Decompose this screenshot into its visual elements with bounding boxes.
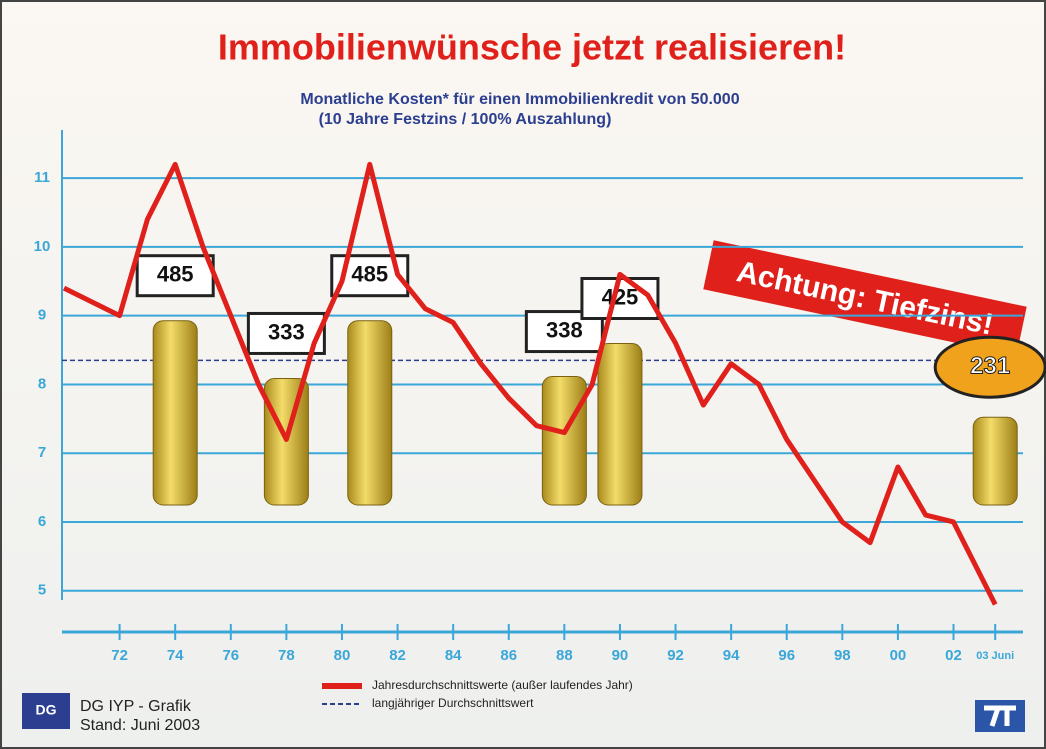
y-tick-label: 10 <box>34 238 51 255</box>
x-tick-label: 02 <box>945 647 962 664</box>
y-tick-label: 7 <box>38 444 46 461</box>
x-tick-label: 94 <box>723 647 740 664</box>
x-tick-label: 72 <box>111 647 128 664</box>
x-tick-label: 98 <box>834 647 851 664</box>
x-tick-label: 88 <box>556 647 573 664</box>
coin-stack <box>348 321 392 505</box>
x-tick-label: 92 <box>667 647 684 664</box>
x-tick-label: 82 <box>389 647 406 664</box>
subtitle: (10 Jahre Festzins / 100% Auszahlung) <box>319 111 612 128</box>
x-tick-label: 90 <box>612 647 629 664</box>
x-tick-label: 74 <box>167 647 184 664</box>
cost-label: 485 <box>351 262 388 287</box>
cost-label: 485 <box>157 262 194 287</box>
x-tick-label: 86 <box>500 647 517 664</box>
x-tick-label: 76 <box>222 647 239 664</box>
subtitle: Monatliche Kosten* für einen Immobilienk… <box>300 91 739 108</box>
x-tick-label: 96 <box>778 647 795 664</box>
coin-stack <box>598 344 642 506</box>
cost-label: 231 <box>970 353 1010 380</box>
bank-logo <box>975 700 1025 732</box>
y-tick-label: 5 <box>38 582 46 599</box>
y-tick-label: 9 <box>38 307 46 324</box>
y-tick-label: 6 <box>38 513 46 530</box>
source: DG IYP - Grafik <box>80 698 192 715</box>
coin-stack <box>973 417 1017 505</box>
x-tick-label: 00 <box>890 647 907 664</box>
x-tick-label: 78 <box>278 647 295 664</box>
cost-label: 333 <box>268 319 305 344</box>
cost-label: 425 <box>602 284 639 309</box>
x-tick-label: 84 <box>445 647 462 664</box>
legend-label: langjähriger Durchschnittswert <box>372 696 534 710</box>
legend-label: Jahresdurchschnittswerte (außer laufende… <box>372 678 633 692</box>
source: Stand: Juni 2003 <box>80 717 200 734</box>
x-tick-label: 80 <box>334 647 351 664</box>
y-tick-label: 11 <box>34 169 50 186</box>
y-tick-label: 8 <box>38 375 46 392</box>
logo-text: DG <box>36 702 57 718</box>
coin-stack <box>542 377 586 505</box>
chart-title: Immobilienwünsche jetzt realisieren! <box>218 27 846 68</box>
coin-stack <box>153 321 197 505</box>
cost-label: 338 <box>546 317 583 342</box>
x-tick-label: 03 Juni <box>976 650 1014 662</box>
chart: Immobilienwünsche jetzt realisieren! Mon… <box>0 0 1046 749</box>
